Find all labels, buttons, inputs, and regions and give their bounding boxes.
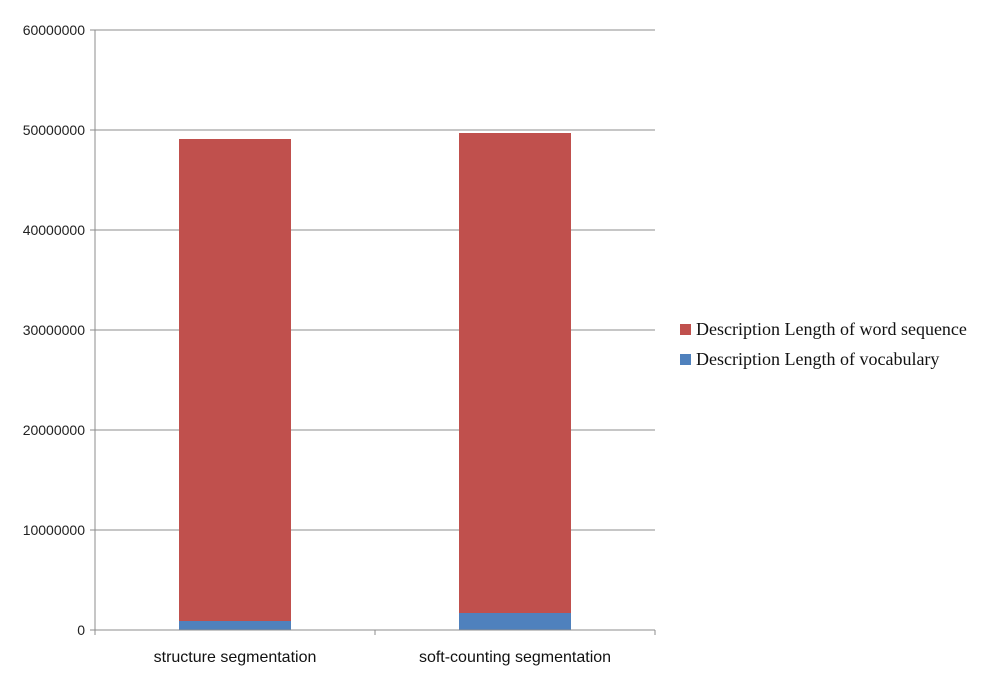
bar-segment (459, 613, 571, 630)
legend-label: Description Length of vocabulary (696, 349, 939, 369)
y-tick-label: 50000000 (23, 122, 86, 138)
y-tick-label: 40000000 (23, 222, 86, 238)
legend-label: Description Length of word sequence (696, 319, 967, 339)
y-tick-label: 30000000 (23, 322, 86, 338)
y-tick-label: 0 (77, 622, 85, 638)
legend: Description Length of word sequence Descr… (680, 319, 967, 369)
bar-segment (179, 139, 291, 621)
y-tick-label: 20000000 (23, 422, 86, 438)
x-category-label: structure segmentation (154, 649, 317, 666)
axes: 0 10000000 20000000 30000000 40000000 5000000… (23, 22, 656, 666)
x-category-label: soft-counting segmentation (419, 649, 611, 666)
bar-segment (459, 133, 571, 613)
bars (179, 133, 571, 630)
y-tick-label: 60000000 (23, 22, 86, 38)
legend-swatch (680, 354, 691, 365)
y-tick-label: 10000000 (23, 522, 86, 538)
legend-swatch (680, 324, 691, 335)
bar-segment (179, 621, 291, 630)
